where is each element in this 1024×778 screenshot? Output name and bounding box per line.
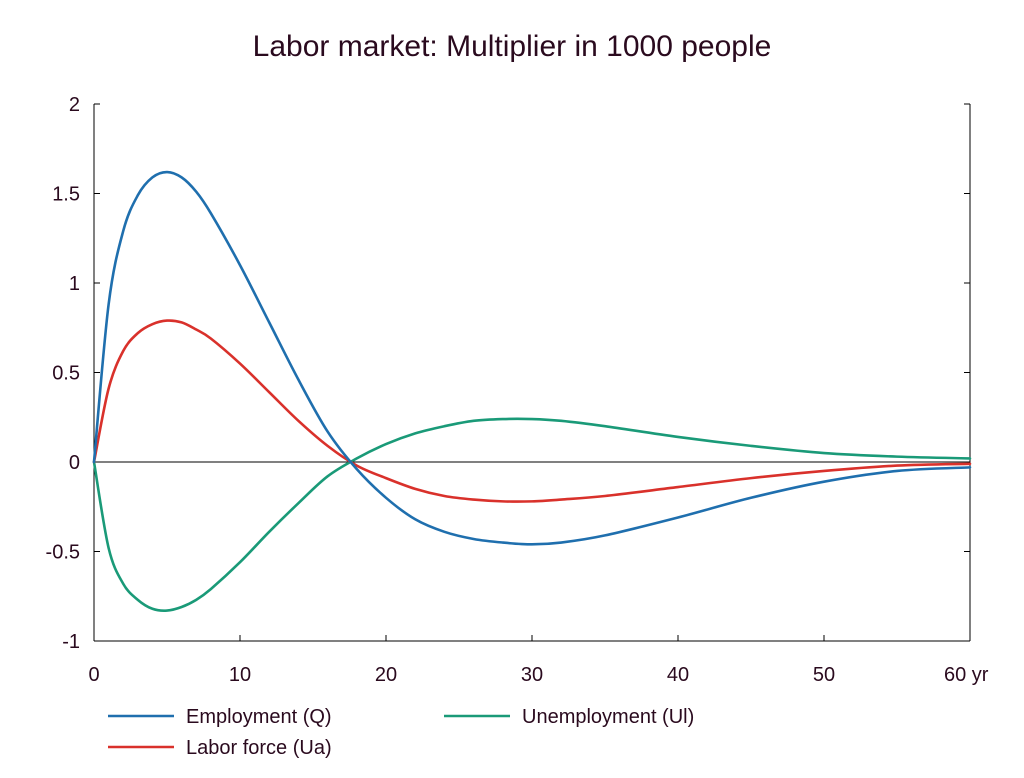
x-tick-label: 10	[229, 664, 251, 686]
series-layer	[92, 170, 972, 612]
series-line-0	[92, 170, 972, 546]
y-tick-label: -0.5	[46, 542, 80, 564]
chart-title: Labor market: Multiplier in 1000 people	[252, 30, 772, 63]
y-tick-label: 0.5	[52, 363, 80, 385]
axes-layer: 2 1.5 1 0.5 0 -0.5 -1 0 10 20 30 40 50 60 yr	[46, 94, 989, 686]
y-tick-label: -1	[62, 631, 80, 653]
legend-label-2: Unemployment (Ul)	[522, 706, 694, 728]
series-line-1	[92, 319, 972, 503]
x-tick-label: 60 yr	[944, 664, 989, 686]
x-tick-label: 30	[521, 664, 543, 686]
series-line-2	[92, 417, 972, 612]
x-tick-label: 0	[88, 664, 99, 686]
legend-label-0: Employment (Q)	[186, 706, 332, 728]
y-tick-label: 0	[69, 452, 80, 474]
x-tick-label: 20	[375, 664, 397, 686]
y-tick-label: 2	[69, 94, 80, 116]
legend: Employment (Q) Labor force (Ua) Unemployme…	[108, 706, 694, 759]
y-tick-label: 1	[69, 273, 80, 295]
x-tick-label: 40	[667, 664, 689, 686]
x-tick-label: 50	[813, 664, 835, 686]
y-tick-label: 1.5	[52, 184, 80, 206]
legend-label-1: Labor force (Ua)	[186, 737, 332, 759]
